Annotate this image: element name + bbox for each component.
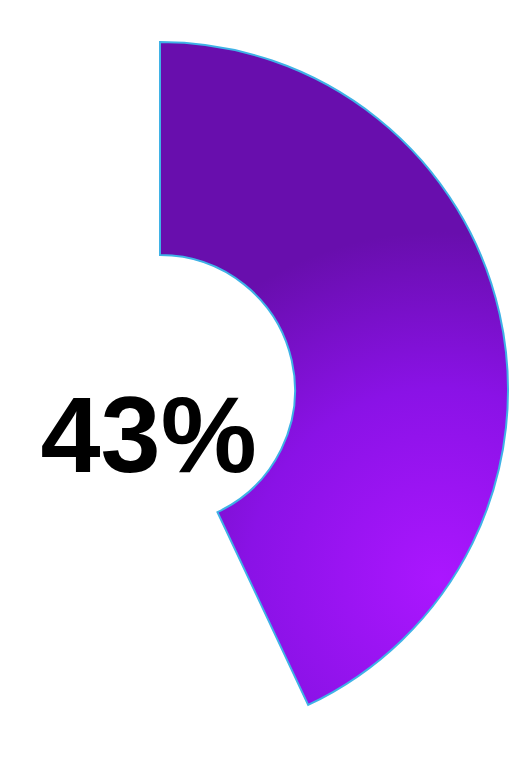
svg-text:43%: 43% [41,374,257,495]
